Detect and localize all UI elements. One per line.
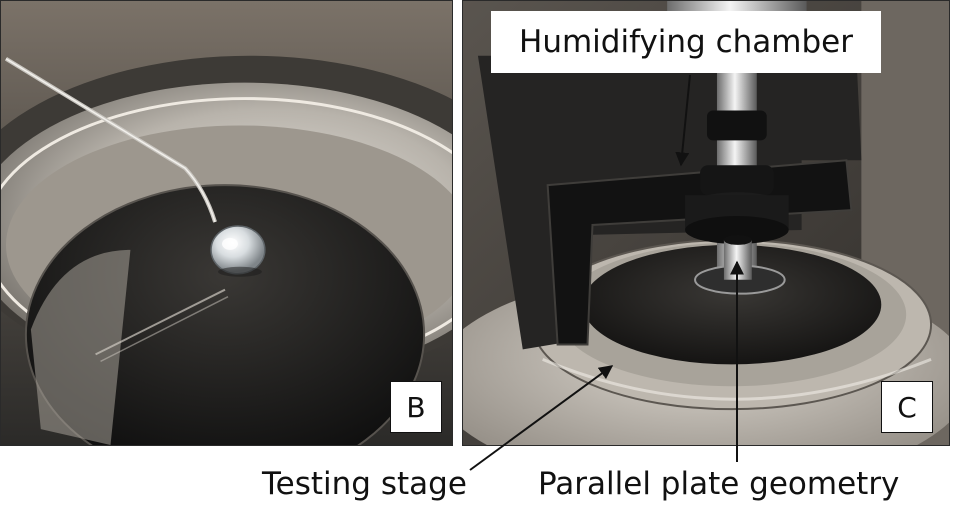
panel-b-photo: B <box>0 0 453 446</box>
panel-c-photo: Humidifying chamber C <box>462 0 950 446</box>
humidifying-chamber-label: Humidifying chamber <box>491 11 881 73</box>
panel-c-illustration <box>463 1 949 445</box>
parallel-plate-geometry-caption: Parallel plate geometry <box>538 466 900 502</box>
testing-stage-caption: Testing stage <box>262 466 467 502</box>
panel-b-letter: B <box>390 381 442 433</box>
panel-b-illustration <box>1 1 452 445</box>
panel-c-letter: C <box>881 381 933 433</box>
